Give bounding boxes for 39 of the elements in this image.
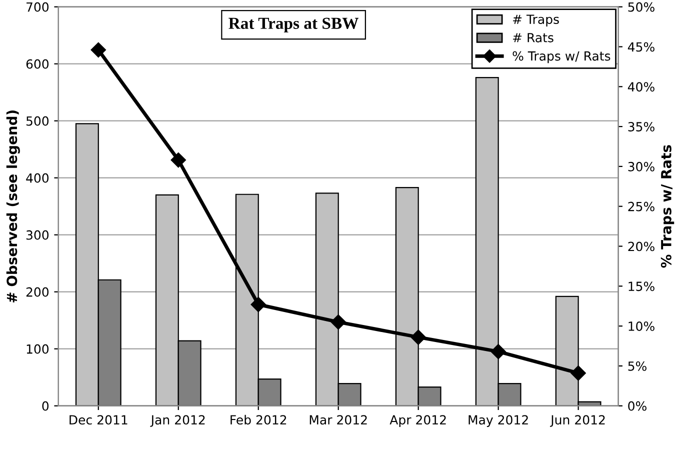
point (490, 344, 506, 360)
x-tick-label: Apr 2012 (390, 415, 446, 427)
y2-tick-label: 15% (628, 282, 654, 292)
point (170, 152, 186, 168)
legend-label: % Traps w/ Rats (512, 51, 610, 64)
y-tick-label: 100 (26, 344, 49, 354)
y-tick-label: 200 (26, 287, 49, 297)
y-tick-label: 0 (42, 401, 49, 411)
legend-label: # Traps (513, 14, 559, 26)
y2-axis-title: % Traps w/ Rats (660, 145, 674, 268)
y2-tick-label: 50% (628, 2, 654, 12)
y2-tick-label: 10% (628, 322, 654, 331)
x-tick-label: Feb 2012 (230, 414, 286, 425)
x-tick-label: Mar 2012 (310, 415, 367, 425)
y2-tick-label: 30% (628, 162, 654, 172)
y-tick-label: 600 (26, 59, 49, 69)
x-tick-label: Jan 2012 (150, 415, 205, 427)
x-tick-label: Dec 2011 (70, 415, 128, 425)
y-tick-label: 400 (26, 173, 49, 183)
y2-tick-label: 40% (628, 82, 654, 92)
y2-tick-label: 35% (628, 122, 654, 132)
y2-tick-label: 45% (628, 42, 654, 52)
y2-tick-label: 5% (628, 361, 646, 371)
x-tick-label: Jun 2012 (550, 415, 605, 427)
y2-tick-label: 20% (628, 242, 654, 252)
point (90, 42, 106, 58)
y-tick-label: 700 (26, 2, 49, 12)
y2-tick-label: 0% (628, 401, 646, 411)
legend-label: # Rats (513, 33, 554, 42)
y-tick-label: 300 (26, 230, 49, 240)
y-axis-title: # Observed (see legend) (6, 110, 20, 302)
point (570, 366, 586, 381)
y-tick-label: 500 (26, 116, 49, 126)
point (410, 330, 426, 345)
point (250, 296, 266, 312)
x-tick-label: May 2012 (468, 415, 528, 427)
y2-tick-label: 25% (628, 202, 654, 212)
text: Rat Traps at SBW (228, 18, 359, 32)
point (330, 314, 346, 330)
